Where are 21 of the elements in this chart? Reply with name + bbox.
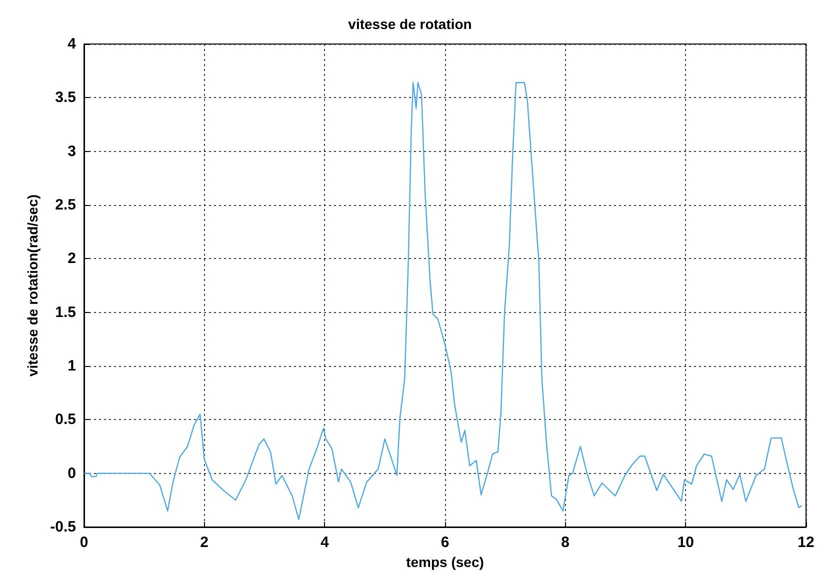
y-tick-label: 2 bbox=[68, 250, 76, 268]
x-tick-label: 10 bbox=[677, 534, 694, 551]
x-tick-label: 0 bbox=[80, 534, 88, 551]
chart-title: vitesse de rotation bbox=[348, 16, 472, 32]
y-tick-label: 1.5 bbox=[55, 304, 76, 321]
x-tick-label: 6 bbox=[440, 534, 450, 551]
y-tick-label: 4 bbox=[68, 36, 77, 52]
y-tick-label: 0 bbox=[68, 464, 76, 482]
y-tick-label: 1 bbox=[68, 358, 76, 374]
x-tick-label: 2 bbox=[200, 534, 209, 551]
y-axis-title: vitesse de rotation(rad/sec) bbox=[24, 194, 40, 377]
y-tick-label: 2.5 bbox=[55, 196, 76, 214]
y-tick-label: -0.5 bbox=[50, 518, 76, 536]
x-axis-title: temps (sec) bbox=[406, 554, 484, 570]
y-tick-label: 3 bbox=[68, 142, 76, 160]
y-tick-label: 3.5 bbox=[55, 89, 76, 106]
x-tick-label: 4 bbox=[320, 534, 330, 551]
x-tick-label: 12 bbox=[798, 534, 814, 551]
x-tick-label: 8 bbox=[561, 534, 570, 551]
line-series bbox=[83, 82, 802, 520]
y-tick-label: 0.5 bbox=[55, 411, 76, 428]
